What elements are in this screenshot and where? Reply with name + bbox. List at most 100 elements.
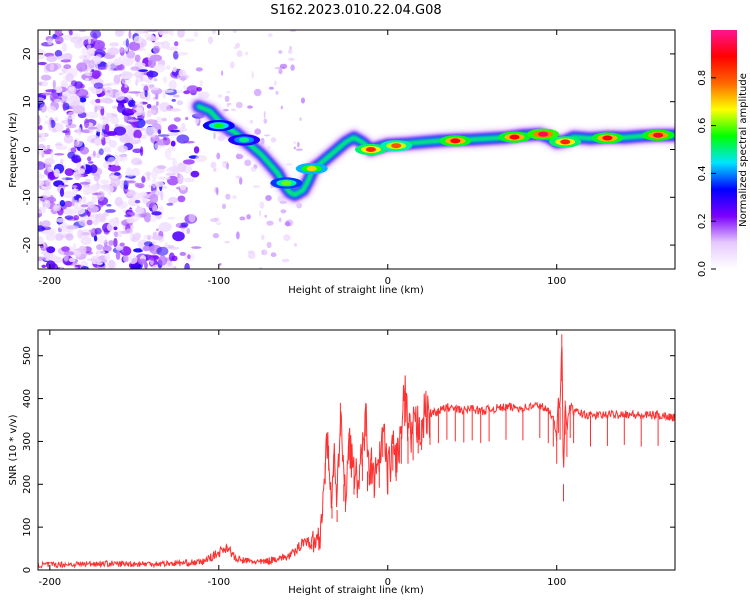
noise-blob bbox=[146, 36, 159, 42]
x-tick-label: 100 bbox=[547, 276, 566, 287]
noise-blob bbox=[137, 160, 143, 165]
noise-blob bbox=[142, 111, 146, 117]
noise-blob bbox=[133, 232, 141, 241]
noise-blob bbox=[106, 90, 111, 93]
noise-blob bbox=[38, 115, 41, 126]
noise-blob bbox=[155, 181, 164, 187]
y-tick-label: 20 bbox=[22, 48, 33, 61]
noise-blob bbox=[125, 109, 137, 114]
noise-blob bbox=[125, 189, 130, 193]
noise-blob bbox=[170, 129, 181, 133]
noise-blob bbox=[40, 74, 52, 81]
noise-blob bbox=[76, 161, 82, 169]
noise-blob bbox=[261, 234, 265, 241]
ridge-peak bbox=[450, 138, 461, 144]
noise-blob bbox=[173, 117, 181, 122]
noise-blob bbox=[38, 132, 45, 137]
noise-blob bbox=[173, 265, 177, 269]
noise-blob bbox=[193, 31, 199, 38]
noise-blob bbox=[149, 87, 160, 91]
noise-blob bbox=[226, 162, 229, 170]
noise-blob bbox=[147, 235, 152, 241]
noise-blob bbox=[221, 70, 224, 76]
ridge-peak bbox=[239, 137, 250, 143]
noise-blob bbox=[261, 249, 268, 256]
y-tick-label: 500 bbox=[22, 346, 33, 365]
noise-blob bbox=[187, 254, 191, 259]
ridge-peak bbox=[560, 139, 571, 145]
noise-blob bbox=[79, 146, 90, 155]
noise-blob bbox=[244, 159, 252, 167]
noise-blob bbox=[95, 98, 102, 104]
noise-blob bbox=[161, 30, 173, 34]
y-tick-label: -20 bbox=[22, 237, 33, 253]
noise-blob bbox=[92, 150, 96, 157]
noise-blob bbox=[195, 67, 203, 72]
figure-title: S162.2023.010.22.04.G08 bbox=[270, 3, 441, 18]
noise-blob bbox=[158, 176, 171, 180]
noise-blob bbox=[148, 254, 160, 261]
noise-blob bbox=[80, 266, 89, 269]
noise-blob bbox=[124, 214, 132, 218]
noise-blob bbox=[63, 34, 71, 41]
noise-blob bbox=[143, 85, 149, 93]
noise-blob bbox=[83, 118, 90, 129]
noise-blob bbox=[281, 258, 290, 263]
snr-series-line bbox=[38, 346, 675, 569]
noise-blob bbox=[283, 234, 291, 242]
noise-blob bbox=[67, 151, 76, 159]
noise-blob bbox=[65, 73, 74, 82]
noise-blob bbox=[293, 242, 298, 247]
noise-blob bbox=[144, 171, 152, 176]
noise-blob bbox=[46, 246, 56, 254]
noise-blob bbox=[61, 97, 66, 101]
x-tick-label: 100 bbox=[547, 577, 566, 588]
noise-blob bbox=[280, 209, 287, 214]
noise-blob bbox=[38, 207, 46, 214]
noise-blob bbox=[95, 259, 102, 263]
noise-blob bbox=[114, 159, 119, 166]
noise-blob bbox=[95, 123, 103, 132]
noise-blob bbox=[48, 120, 52, 131]
noise-blob bbox=[183, 159, 195, 165]
noise-blob bbox=[88, 36, 91, 45]
noise-blob bbox=[54, 49, 63, 58]
noise-blob bbox=[158, 222, 172, 232]
noise-blob bbox=[259, 266, 263, 269]
noise-blob bbox=[95, 54, 102, 59]
noise-blob bbox=[113, 58, 122, 66]
noise-blob bbox=[235, 175, 242, 179]
noise-blob bbox=[249, 119, 254, 124]
noise-blob bbox=[145, 119, 158, 125]
noise-blob bbox=[230, 61, 235, 69]
noise-blob bbox=[235, 154, 243, 160]
noise-blob bbox=[184, 262, 190, 269]
noise-blob bbox=[247, 251, 256, 260]
y-tick-label: 0 bbox=[22, 567, 33, 573]
noise-blob bbox=[259, 209, 262, 217]
snr-panel: -200 -100 0 100 0 100 200 300 400 500 Height of … bbox=[8, 329, 676, 596]
noise-blob bbox=[64, 200, 73, 208]
noise-blob bbox=[177, 52, 189, 56]
noise-blob bbox=[235, 42, 241, 48]
noise-blob bbox=[168, 252, 175, 262]
noise-blob bbox=[97, 200, 104, 208]
noise-blob bbox=[54, 116, 59, 122]
noise-blob bbox=[60, 222, 69, 232]
noise-blob bbox=[239, 216, 246, 221]
noise-blob bbox=[113, 74, 121, 85]
noise-blob bbox=[63, 190, 75, 199]
noise-blob bbox=[134, 30, 146, 34]
noise-blob bbox=[70, 80, 78, 87]
noise-blob bbox=[213, 167, 217, 172]
noise-blob bbox=[91, 69, 95, 72]
noise-blob bbox=[124, 177, 130, 182]
noise-blob bbox=[167, 146, 177, 152]
noise-blob bbox=[134, 71, 144, 79]
noise-blob bbox=[45, 233, 56, 241]
noise-blob bbox=[263, 118, 268, 124]
noise-blob bbox=[113, 226, 118, 231]
noise-blob bbox=[264, 134, 270, 137]
noise-blob bbox=[211, 30, 217, 35]
noise-blob bbox=[126, 218, 136, 224]
